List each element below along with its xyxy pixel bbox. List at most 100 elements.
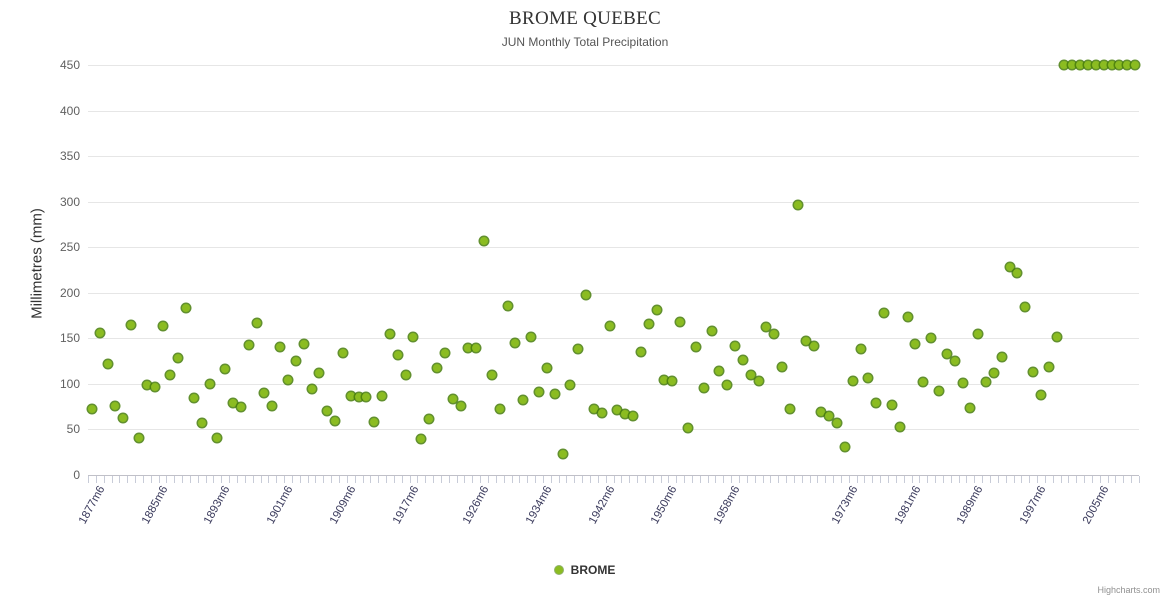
data-point[interactable]: [629, 411, 638, 420]
data-point[interactable]: [864, 373, 873, 382]
data-point[interactable]: [997, 352, 1006, 361]
data-point[interactable]: [276, 343, 285, 352]
data-point[interactable]: [315, 368, 324, 377]
data-point[interactable]: [87, 405, 96, 414]
data-point[interactable]: [982, 378, 991, 387]
data-point[interactable]: [684, 423, 692, 432]
data-point[interactable]: [378, 391, 387, 400]
data-point[interactable]: [487, 370, 496, 379]
data-point[interactable]: [746, 370, 755, 379]
data-point[interactable]: [425, 415, 434, 424]
data-point[interactable]: [182, 304, 191, 313]
data-point[interactable]: [1115, 61, 1124, 69]
data-point[interactable]: [307, 385, 316, 394]
data-point[interactable]: [895, 422, 904, 431]
data-point[interactable]: [417, 435, 426, 444]
data-point[interactable]: [550, 389, 559, 398]
data-point[interactable]: [346, 391, 355, 400]
data-point[interactable]: [127, 320, 136, 329]
data-point[interactable]: [974, 329, 983, 338]
data-point[interactable]: [927, 334, 936, 343]
data-point[interactable]: [1099, 61, 1108, 69]
data-point[interactable]: [958, 378, 967, 387]
data-point[interactable]: [456, 401, 465, 410]
data-point[interactable]: [676, 317, 685, 326]
data-point[interactable]: [354, 392, 363, 401]
data-point[interactable]: [542, 364, 551, 373]
data-point[interactable]: [119, 413, 128, 422]
data-point[interactable]: [1052, 333, 1061, 342]
data-point[interactable]: [942, 349, 951, 358]
data-point[interactable]: [323, 407, 332, 416]
data-point[interactable]: [111, 401, 120, 410]
data-point[interactable]: [1084, 61, 1093, 69]
data-point[interactable]: [887, 400, 896, 409]
data-point[interactable]: [464, 344, 473, 353]
data-point[interactable]: [919, 378, 928, 387]
data-point[interactable]: [966, 403, 975, 412]
data-point[interactable]: [252, 318, 261, 327]
data-point[interactable]: [174, 354, 183, 363]
data-point[interactable]: [1131, 61, 1140, 69]
data-point[interactable]: [636, 348, 645, 356]
data-point[interactable]: [1068, 61, 1077, 69]
data-point[interactable]: [440, 348, 449, 357]
data-point[interactable]: [872, 399, 881, 408]
data-point[interactable]: [911, 339, 920, 348]
data-point[interactable]: [668, 377, 677, 386]
data-point[interactable]: [158, 321, 167, 330]
data-point[interactable]: [731, 341, 740, 350]
data-point[interactable]: [189, 394, 198, 403]
data-point[interactable]: [817, 408, 826, 417]
data-point[interactable]: [150, 382, 159, 391]
data-point[interactable]: [244, 340, 253, 349]
data-point[interactable]: [205, 379, 214, 388]
data-point[interactable]: [770, 329, 779, 338]
data-point[interactable]: [660, 376, 669, 385]
data-point[interactable]: [691, 342, 700, 351]
data-point[interactable]: [268, 401, 277, 410]
data-point[interactable]: [723, 380, 732, 389]
data-point[interactable]: [738, 356, 747, 365]
data-point[interactable]: [785, 405, 794, 414]
data-point[interactable]: [284, 376, 292, 385]
data-point[interactable]: [652, 306, 661, 315]
data-point[interactable]: [833, 419, 842, 428]
data-point[interactable]: [221, 365, 230, 374]
data-point[interactable]: [401, 370, 410, 379]
data-point[interactable]: [370, 418, 379, 427]
data-point[interactable]: [589, 405, 598, 414]
data-point[interactable]: [715, 367, 724, 376]
data-point[interactable]: [534, 388, 543, 397]
data-point[interactable]: [236, 402, 245, 411]
data-point[interactable]: [707, 327, 716, 336]
data-point[interactable]: [511, 338, 520, 347]
data-point[interactable]: [1123, 61, 1132, 69]
data-point[interactable]: [229, 399, 238, 408]
data-point[interactable]: [362, 392, 371, 401]
data-point[interactable]: [582, 290, 591, 299]
data-point[interactable]: [1013, 268, 1022, 277]
data-point[interactable]: [558, 450, 567, 459]
data-point[interactable]: [644, 319, 653, 328]
data-point[interactable]: [754, 377, 763, 386]
data-point[interactable]: [1044, 362, 1053, 371]
data-point[interactable]: [338, 348, 347, 357]
data-point[interactable]: [480, 236, 489, 245]
data-point[interactable]: [385, 329, 394, 338]
data-point[interactable]: [793, 201, 802, 210]
data-point[interactable]: [1091, 61, 1100, 69]
data-point[interactable]: [621, 409, 630, 418]
data-point[interactable]: [762, 323, 771, 332]
data-point[interactable]: [1021, 303, 1030, 312]
data-point[interactable]: [503, 302, 512, 311]
data-point[interactable]: [1060, 61, 1069, 69]
data-point[interactable]: [291, 357, 300, 366]
data-point[interactable]: [613, 406, 622, 415]
data-point[interactable]: [393, 350, 402, 359]
data-point[interactable]: [903, 313, 912, 322]
data-point[interactable]: [95, 328, 104, 337]
data-point[interactable]: [519, 396, 528, 405]
data-point[interactable]: [331, 417, 340, 426]
data-point[interactable]: [825, 411, 834, 420]
